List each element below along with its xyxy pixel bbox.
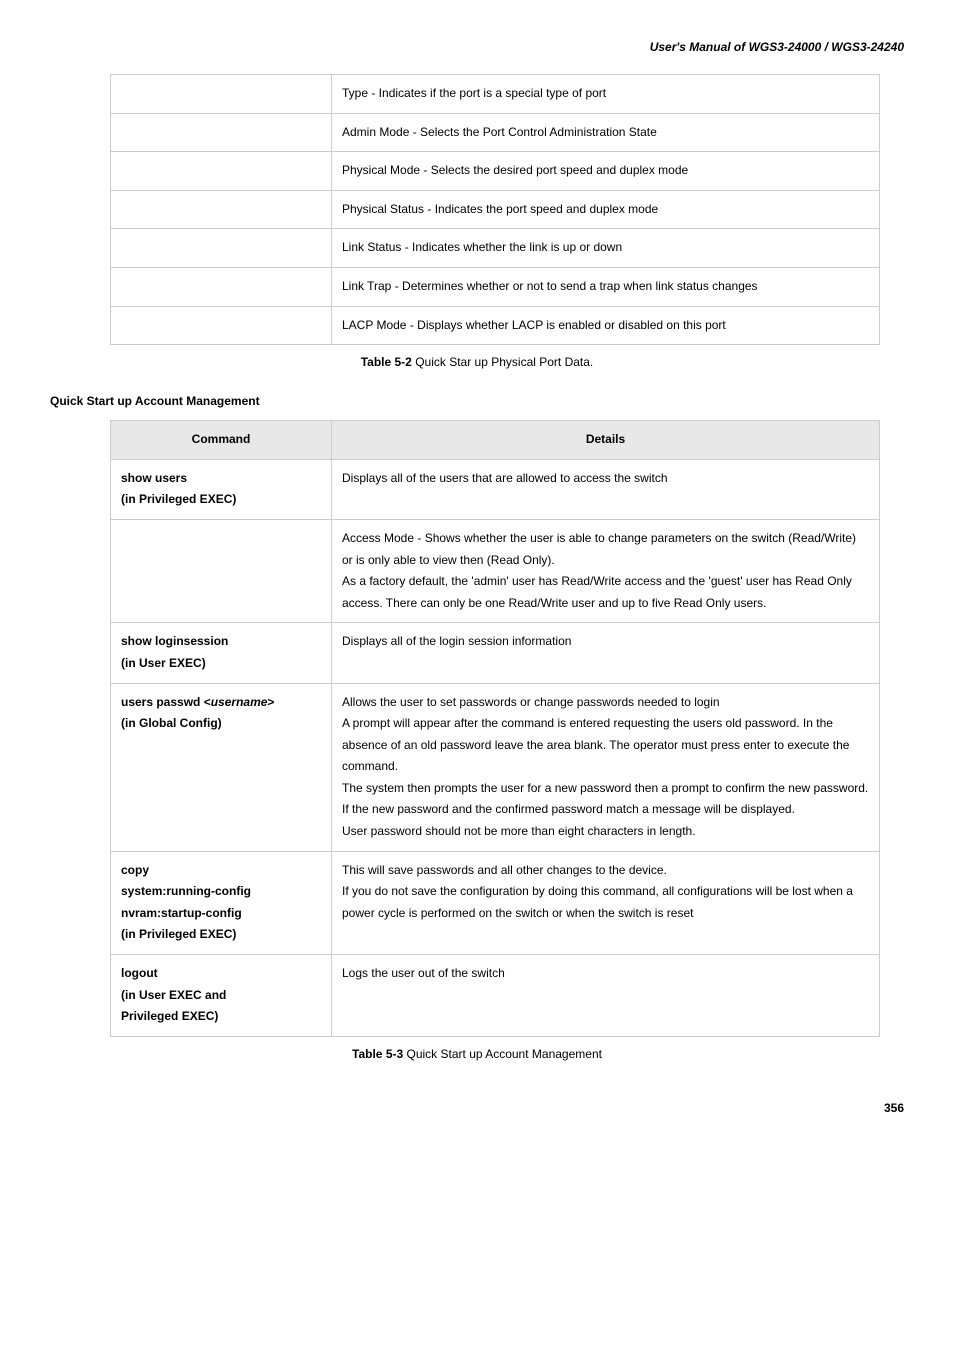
table-row: show users (in Privileged EXEC) Displays… [111,459,880,519]
table-row: Physical Mode - Selects the desired port… [111,152,880,191]
cmd-text: (in Global Config) [121,716,222,730]
section-heading: Quick Start up Account Management [50,394,904,408]
cmd-text: copy [121,863,149,877]
cell-command: copy system:running-config nvram:startup… [111,851,332,954]
table-row: Physical Status - Indicates the port spe… [111,190,880,229]
cell-desc: Type - Indicates if the port is a specia… [332,75,880,114]
cmd-italic: username [211,695,268,709]
cell-desc: This will save passwords and all other c… [332,851,880,954]
caption-label: Table 5-3 [352,1047,403,1061]
cell-desc: Link Status - Indicates whether the link… [332,229,880,268]
cell-desc: Displays all of the users that are allow… [332,459,880,519]
header-details: Details [332,421,880,460]
table-row: LACP Mode - Displays whether LACP is ena… [111,306,880,345]
table-row: logout (in User EXEC and Privileged EXEC… [111,955,880,1037]
cell-desc: Admin Mode - Selects the Port Control Ad… [332,113,880,152]
table-row: users passwd <username> (in Global Confi… [111,683,880,851]
page-number: 356 [50,1101,904,1115]
table-row: Access Mode - Shows whether the user is … [111,519,880,622]
cell-desc: Physical Status - Indicates the port spe… [332,190,880,229]
table-row: show loginsession (in User EXEC) Display… [111,623,880,683]
cmd-text: users passwd < [121,695,211,709]
cell-desc: Allows the user to set passwords or chan… [332,683,880,851]
cell-desc: Displays all of the login session inform… [332,623,880,683]
cmd-text: (in User EXEC and [121,988,226,1002]
cmd-text: (in Privileged EXEC) [121,927,236,941]
cell-command: logout (in User EXEC and Privileged EXEC… [111,955,332,1037]
cell-desc: Link Trap - Determines whether or not to… [332,267,880,306]
table2-caption: Table 5-3 Quick Start up Account Managem… [50,1047,904,1061]
manual-header: User's Manual of WGS3-24000 / WGS3-24240 [50,40,904,54]
header-command: Command [111,421,332,460]
table-row: copy system:running-config nvram:startup… [111,851,880,954]
table-row: Link Status - Indicates whether the link… [111,229,880,268]
table-row: Type - Indicates if the port is a specia… [111,75,880,114]
cmd-text: Privileged EXEC) [121,1009,218,1023]
cmd-text: logout [121,966,158,980]
cmd-text: system:running-config [121,884,251,898]
cmd-text: nvram:startup-config [121,906,242,920]
caption-text: Quick Star up Physical Port Data. [412,355,593,369]
cmd-text: show users [121,471,187,485]
cmd-text: > [267,695,274,709]
table-row: Link Trap - Determines whether or not to… [111,267,880,306]
cmd-text: (in User EXEC) [121,656,206,670]
cmd-text: (in Privileged EXEC) [121,492,236,506]
caption-text: Quick Start up Account Management [403,1047,602,1061]
cell-command: show loginsession (in User EXEC) [111,623,332,683]
cell-command: show users (in Privileged EXEC) [111,459,332,519]
port-data-table: Type - Indicates if the port is a specia… [110,74,880,345]
cell-command: users passwd <username> (in Global Confi… [111,683,332,851]
cell-desc: Physical Mode - Selects the desired port… [332,152,880,191]
table-row: Admin Mode - Selects the Port Control Ad… [111,113,880,152]
caption-label: Table 5-2 [361,355,412,369]
cell-desc: Logs the user out of the switch [332,955,880,1037]
cmd-text: show loginsession [121,634,228,648]
table-header-row: Command Details [111,421,880,460]
table1-caption: Table 5-2 Quick Star up Physical Port Da… [50,355,904,369]
cell-command [111,519,332,622]
account-mgmt-table: Command Details show users (in Privilege… [110,420,880,1037]
cell-desc: LACP Mode - Displays whether LACP is ena… [332,306,880,345]
cell-desc: Access Mode - Shows whether the user is … [332,519,880,622]
